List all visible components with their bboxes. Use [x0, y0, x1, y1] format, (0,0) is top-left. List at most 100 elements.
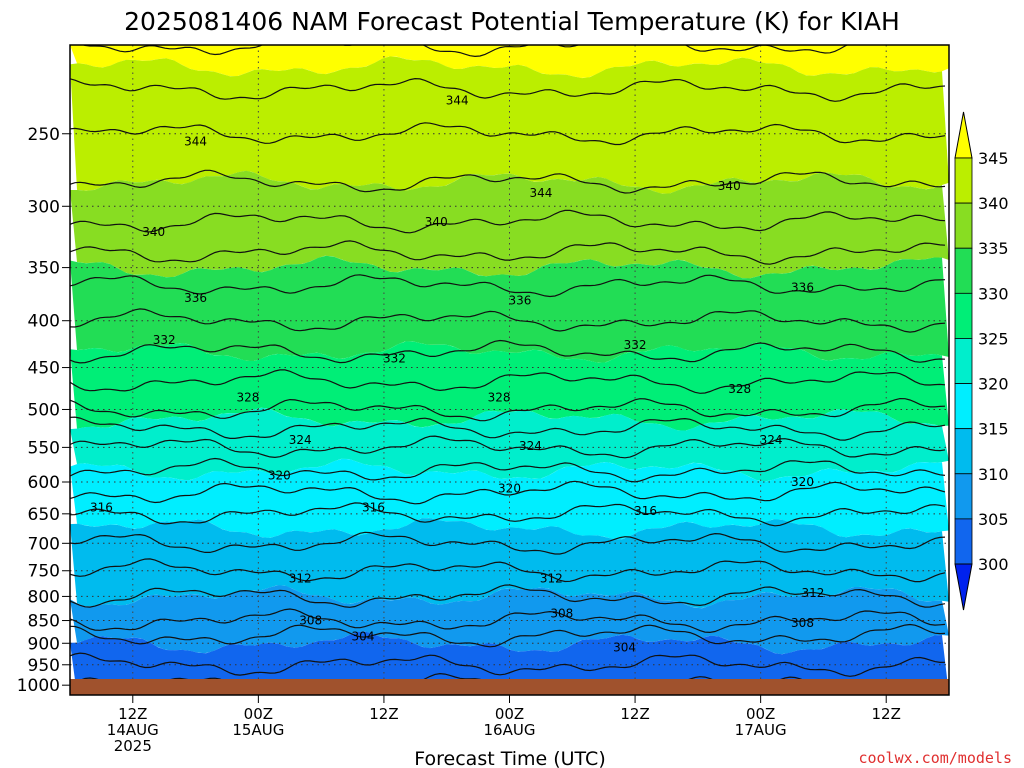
x-tick-label-4-0: 12Z — [620, 705, 649, 723]
contour-label-15: 324 — [289, 433, 312, 447]
contour-label-text: 312 — [802, 586, 825, 600]
isentrope-344 — [70, 77, 946, 102]
contour-label-text: 328 — [488, 390, 511, 404]
isentrope-306 — [70, 623, 946, 648]
isentrope-contours — [70, 45, 946, 695]
isentrope-332 — [70, 308, 946, 333]
contour-label-text: 308 — [791, 616, 814, 630]
contour-label-text: 344 — [529, 186, 552, 200]
colorbar-tick-305: 305 — [978, 510, 1009, 529]
colorbar-bin-337.5 — [954, 202, 973, 249]
colorbar-bin-332.5 — [954, 247, 973, 294]
y-tick-label-700: 700 — [28, 534, 60, 554]
contour-label-text: 324 — [289, 433, 312, 447]
contour-label-5: 340 — [718, 179, 741, 193]
colorbar-tick-310: 310 — [978, 465, 1009, 484]
y-tick-label-800: 800 — [28, 587, 60, 607]
isentrope-322 — [70, 435, 946, 459]
x-tick-label-5-1: 17AUG — [735, 721, 787, 739]
contour-label-9: 332 — [153, 333, 176, 347]
colorbar-tick-315: 315 — [978, 420, 1009, 439]
contour-label-text: 324 — [519, 439, 542, 453]
colorbar-tick-320: 320 — [978, 375, 1009, 394]
contour-label-12: 328 — [236, 390, 259, 404]
x-tick-label-1-1: 15AUG — [232, 721, 284, 739]
x-tick-label-6-0: 12Z — [872, 705, 901, 723]
contour-label-13: 328 — [488, 390, 511, 404]
isentrope-342 — [70, 122, 946, 146]
contour-label-25: 312 — [540, 572, 563, 586]
contour-label-7: 336 — [509, 293, 532, 307]
isentrope-318 — [70, 480, 946, 505]
contour-label-text: 304 — [613, 641, 636, 655]
isentrope-338 — [70, 209, 946, 234]
colorbar-bin-307.5 — [954, 473, 973, 520]
contour-label-10: 332 — [383, 352, 406, 366]
contour-label-text: 304 — [352, 630, 375, 644]
contour-label-6: 336 — [184, 291, 207, 305]
contour-label-0: 344 — [529, 186, 552, 200]
colorbar-tick-330: 330 — [978, 284, 1009, 303]
theta-band-342.5 — [70, 56, 949, 194]
x-tick-label-1-0: 00Z — [244, 705, 273, 723]
contour-label-14: 328 — [728, 382, 751, 396]
y-tick-label-850: 850 — [28, 612, 60, 632]
contour-label-26: 312 — [802, 586, 825, 600]
isentrope-340 — [70, 169, 946, 194]
contour-label-text: 308 — [550, 606, 573, 620]
contour-label-text: 344 — [446, 94, 469, 108]
theta-band-322.5 — [70, 407, 949, 482]
contour-label-text: 332 — [624, 338, 647, 352]
contour-label-text: 328 — [728, 382, 751, 396]
y-tick-label-350: 350 — [28, 259, 60, 279]
contour-label-text: 340 — [425, 215, 448, 229]
colorbar-tick-300: 300 — [978, 555, 1009, 574]
contour-label-2: 344 — [184, 135, 207, 149]
contour-label-4: 340 — [425, 215, 448, 229]
contour-label-text: 316 — [90, 501, 113, 515]
contour-label-16: 324 — [519, 439, 542, 453]
isentrope-336 — [70, 240, 946, 265]
y-tick-label-400: 400 — [28, 312, 60, 332]
contour-label-text: 336 — [509, 293, 532, 307]
isentrope-320 — [70, 457, 946, 483]
isentrope-324 — [70, 416, 946, 441]
contour-label-text: 308 — [299, 614, 322, 628]
contour-label-text: 324 — [760, 433, 783, 447]
y-tick-label-250: 250 — [28, 125, 60, 145]
y-tick-label-300: 300 — [28, 197, 60, 217]
colorbar-tick-340: 340 — [978, 194, 1009, 213]
contour-label-31: 304 — [613, 641, 636, 655]
isentrope-316 — [70, 502, 946, 527]
contour-labels: 344 344 344 340 340 340 336 336 336 332 332 332 328 3… — [90, 94, 825, 655]
x-tick-label-3-0: 00Z — [495, 705, 524, 723]
colorbar-bin-302.5 — [954, 518, 973, 565]
contour-label-21: 316 — [90, 501, 113, 515]
isentrope-308 — [70, 608, 946, 634]
contour-label-text: 316 — [362, 501, 385, 515]
contour-label-17: 324 — [760, 433, 783, 447]
x-tick-label-5-0: 00Z — [746, 705, 775, 723]
x-tick-label-0-2: 2025 — [114, 737, 152, 755]
chart-title: 2025081406 NAM Forecast Potential Temper… — [124, 7, 900, 36]
contour-label-text: 336 — [791, 281, 814, 295]
y-tick-label-450: 450 — [28, 359, 60, 379]
isentrope-326 — [70, 397, 946, 422]
contour-label-23: 316 — [634, 504, 657, 518]
x-tick-label-0-0: 12Z — [118, 705, 147, 723]
y-tick-label-750: 750 — [28, 562, 60, 582]
colorbar-bin-317.5 — [954, 383, 973, 430]
colorbar-bin-327.5 — [954, 292, 973, 339]
contour-label-24: 312 — [289, 572, 312, 586]
contour-label-18: 320 — [268, 468, 291, 482]
y-tick-label-900: 900 — [28, 634, 60, 654]
colorbar-bin-322.5 — [954, 338, 973, 384]
theta-band-337.5 — [70, 170, 949, 279]
contour-label-text: 320 — [498, 482, 521, 496]
y-tick-label-600: 600 — [28, 473, 60, 493]
isentrope-328 — [70, 369, 946, 394]
contour-label-1: 344 — [446, 94, 469, 108]
credit-text: coolwx.com/models — [858, 749, 1012, 767]
